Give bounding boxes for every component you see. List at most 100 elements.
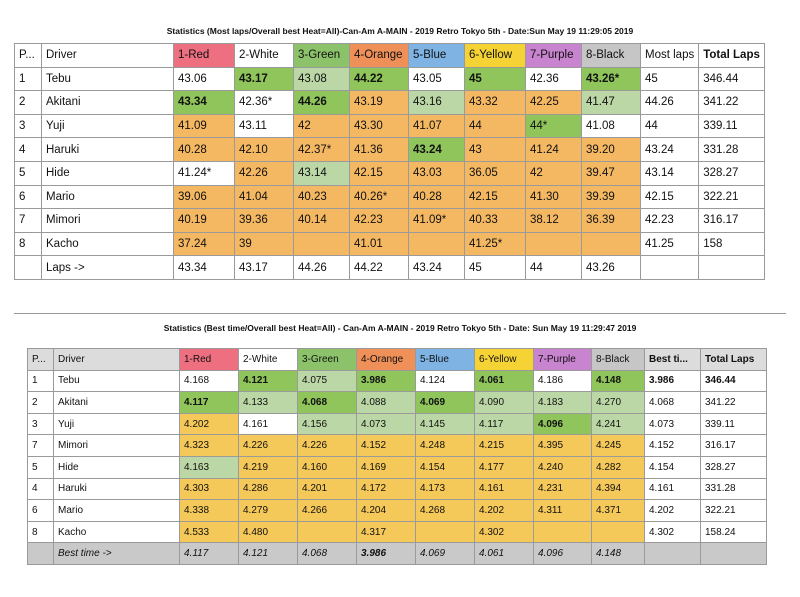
table-cell: 41.09*	[408, 208, 465, 233]
table-cell: 316.17	[700, 434, 767, 457]
table-cell: 339.11	[698, 113, 765, 139]
table-cell: Haruki	[53, 477, 180, 501]
table-cell: 43.14	[293, 160, 350, 186]
table-cell: 8	[14, 231, 42, 257]
table-cell: 6	[27, 499, 54, 522]
table-cell: 4.177	[474, 455, 534, 479]
header-cell: P...	[27, 348, 54, 371]
header-cell: 6-Yellow	[474, 348, 534, 371]
table-cell: 4.266	[297, 499, 357, 522]
table-row: 8 Kacho 37.24 39 41.01 41.25* 41.25 158	[14, 231, 765, 257]
table-cell: 36.05	[464, 160, 526, 186]
table-cell: 43.30	[349, 113, 409, 139]
table-cell: 42.36	[525, 66, 582, 92]
table-cell	[591, 520, 645, 544]
table-cell: Akitani	[41, 90, 174, 115]
table-cell: 44.26	[293, 90, 350, 115]
table-cell: 43.24	[408, 137, 465, 162]
table-cell: 41.08	[581, 113, 641, 139]
footer-cell: 4.096	[533, 542, 592, 565]
table-cell: 4.311	[533, 499, 592, 522]
table-row: 1 Tebu 4.168 4.121 4.075 3.986 4.124 4.061 4.186…	[27, 369, 767, 393]
footer-cell: 43.17	[234, 255, 294, 280]
table-cell: 4.201	[297, 477, 357, 501]
table-cell: 39.36	[234, 208, 294, 233]
table-cell: Yuji	[41, 113, 174, 139]
table-cell: 158.24	[700, 520, 767, 544]
table-cell: 45	[464, 66, 526, 92]
table-cell: 346.44	[698, 66, 765, 92]
table-cell: 341.22	[700, 391, 767, 414]
table-cell: 41.30	[525, 184, 582, 210]
best-time-table: P... Driver 1-Red 2-White 3-Green 4-Orange 5-B…	[27, 348, 767, 565]
footer-cell: 4.117	[179, 542, 239, 565]
table-cell: Mimori	[53, 434, 180, 457]
table-cell: 39.06	[173, 184, 235, 210]
table-cell	[525, 231, 582, 257]
table-cell: 39.20	[581, 137, 641, 162]
table-cell	[408, 231, 465, 257]
header-cell: 2-White	[234, 43, 294, 68]
table-cell: 41.24*	[173, 160, 235, 186]
header-cell: Most laps	[639, 43, 700, 68]
table-cell: 5	[14, 160, 42, 186]
table-cell: 43.19	[349, 90, 409, 115]
table-cell: 40.26*	[349, 184, 409, 210]
table-cell: 3.986	[644, 369, 701, 393]
table-cell: Mario	[41, 184, 174, 210]
table-cell: 346.44	[700, 369, 767, 393]
table-cell: 4.480	[238, 520, 298, 544]
table-cell: 40.33	[464, 208, 526, 233]
table-cell: 4.073	[644, 412, 701, 436]
table-cell: 4.068	[297, 391, 357, 414]
table-cell: 43.14	[639, 160, 700, 186]
table-cell: 4.169	[356, 455, 416, 479]
table-cell: 41.01	[349, 231, 409, 257]
table-cell: 4.160	[297, 455, 357, 479]
table-cell: 2	[27, 391, 54, 414]
table-cell: Mimori	[41, 208, 174, 233]
header-cell: Driver	[53, 348, 180, 371]
table-cell: 4.117	[179, 391, 239, 414]
table-cell: 44.22	[349, 66, 409, 92]
table-cell: 4.124	[415, 369, 475, 393]
table-cell: 4.226	[297, 434, 357, 457]
header-cell: Total Laps	[698, 43, 765, 68]
table-cell: 331.28	[698, 137, 765, 162]
table-cell	[415, 520, 475, 544]
table-cell: 3.986	[356, 369, 416, 393]
table2-title: Statistics (Best time/Overall best Heat=…	[163, 323, 637, 333]
table-cell: 4.323	[179, 434, 239, 457]
table-cell: 39.39	[581, 184, 641, 210]
header-row: P... Driver 1-Red 2-White 3-Green 4-Orange 5-B…	[27, 348, 767, 371]
table-cell	[297, 520, 357, 544]
table-cell: 41.36	[349, 137, 409, 162]
table-cell: 4.172	[356, 477, 416, 501]
table-cell: 42.25	[525, 90, 582, 115]
table-cell: 42.10	[234, 137, 294, 162]
footer-cell: 4.068	[297, 542, 357, 565]
footer-cell: Best time ->	[53, 542, 180, 565]
footer-cell: 43.34	[173, 255, 235, 280]
footer-cell: 4.061	[474, 542, 534, 565]
table-row: 6 Mario 4.338 4.279 4.266 4.204 4.268 4.202 4.31…	[27, 499, 767, 522]
table-cell: Akitani	[53, 391, 180, 414]
table-cell: 1	[14, 66, 42, 92]
header-cell: Driver	[41, 43, 174, 68]
table-cell: 4.317	[356, 520, 416, 544]
table-cell: 4.156	[297, 412, 357, 436]
table-cell: 4.173	[415, 477, 475, 501]
table-row: 4 Haruki 4.303 4.286 4.201 4.172 4.173 4.161 4.2…	[27, 477, 767, 501]
table-cell: 41.04	[234, 184, 294, 210]
table-cell: 4.270	[591, 391, 645, 414]
table-cell: 4.183	[533, 391, 592, 414]
header-cell: Best ti...	[644, 348, 701, 371]
header-cell: 4-Orange	[349, 43, 409, 68]
table-cell: 6	[14, 184, 42, 210]
footer-cell: 4.148	[591, 542, 645, 565]
table-cell: 4.202	[179, 412, 239, 436]
header-cell: Total Laps	[700, 348, 767, 371]
table-cell: 4.282	[591, 455, 645, 479]
footer-cell: 4.121	[238, 542, 298, 565]
table-cell: 4.154	[644, 455, 701, 479]
